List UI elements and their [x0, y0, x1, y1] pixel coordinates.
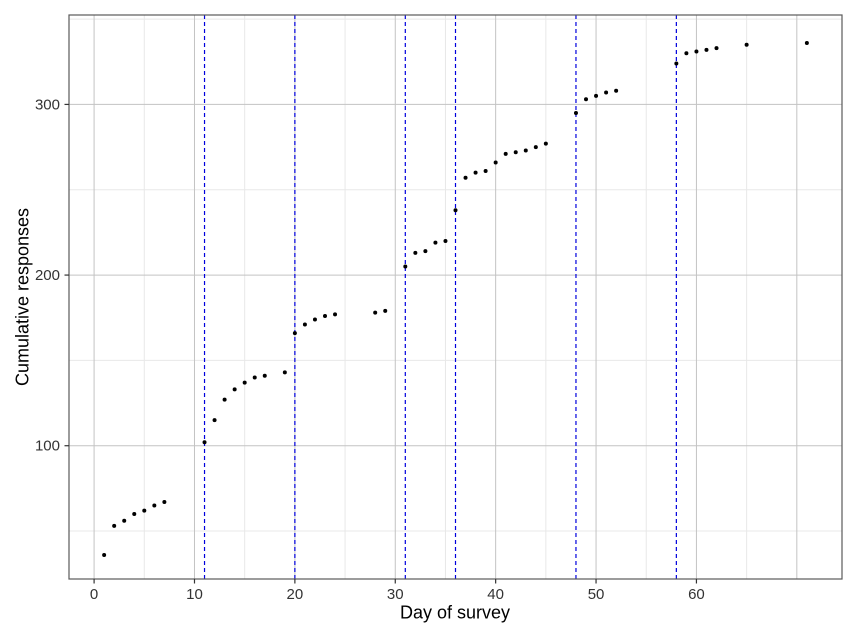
data-point	[262, 373, 267, 378]
data-point	[403, 264, 408, 269]
x-tick-label: 30	[387, 586, 404, 603]
data-point	[413, 250, 418, 255]
data-point	[252, 375, 257, 380]
y-axis-title: Cumulative responses	[12, 207, 33, 387]
data-point	[684, 51, 689, 56]
data-point	[222, 397, 227, 402]
y-tick-label: 100	[35, 438, 60, 455]
data-point	[232, 387, 237, 392]
y-tick-label: 200	[35, 267, 60, 284]
data-point	[292, 331, 297, 336]
data-point	[373, 310, 378, 315]
data-point	[674, 61, 679, 66]
data-point	[493, 160, 498, 165]
y-tick-label: 300	[35, 96, 60, 113]
data-point	[282, 370, 287, 375]
data-point	[322, 314, 327, 319]
data-point	[453, 208, 458, 213]
data-point	[543, 141, 548, 146]
panel-border	[68, 14, 843, 580]
x-tick-label: 60	[688, 586, 705, 603]
data-point	[714, 46, 719, 51]
data-point	[212, 418, 217, 423]
data-point	[423, 249, 428, 254]
data-point	[503, 151, 508, 156]
data-point	[473, 170, 478, 175]
data-point	[202, 440, 207, 445]
data-point	[463, 175, 468, 180]
data-point	[584, 97, 589, 102]
data-point	[443, 238, 448, 243]
data-point	[302, 322, 307, 327]
x-tick-label: 50	[588, 586, 605, 603]
x-tick-label: 0	[90, 586, 98, 603]
data-point	[513, 150, 518, 155]
data-point	[112, 523, 117, 528]
data-point	[433, 240, 438, 245]
data-point	[132, 511, 137, 516]
data-point	[704, 47, 709, 52]
data-point	[102, 552, 107, 557]
data-point	[312, 317, 317, 322]
data-point	[573, 110, 578, 115]
data-point	[152, 503, 157, 508]
x-tick-label: 20	[287, 586, 304, 603]
data-point	[333, 312, 338, 317]
data-point	[804, 40, 809, 45]
x-tick-label: 40	[487, 586, 504, 603]
data-point	[242, 380, 247, 385]
x-tick-label: 10	[186, 586, 203, 603]
data-point	[523, 148, 528, 153]
data-point	[162, 500, 167, 505]
data-point	[533, 145, 538, 150]
x-axis-title: Day of survey	[399, 602, 511, 623]
data-point	[744, 42, 749, 47]
data-point	[483, 168, 488, 173]
data-point	[594, 93, 599, 98]
data-point	[383, 308, 388, 313]
data-point	[614, 88, 619, 93]
data-point	[122, 518, 127, 523]
data-point	[694, 49, 699, 54]
data-point	[604, 90, 609, 95]
data-point	[142, 508, 147, 513]
